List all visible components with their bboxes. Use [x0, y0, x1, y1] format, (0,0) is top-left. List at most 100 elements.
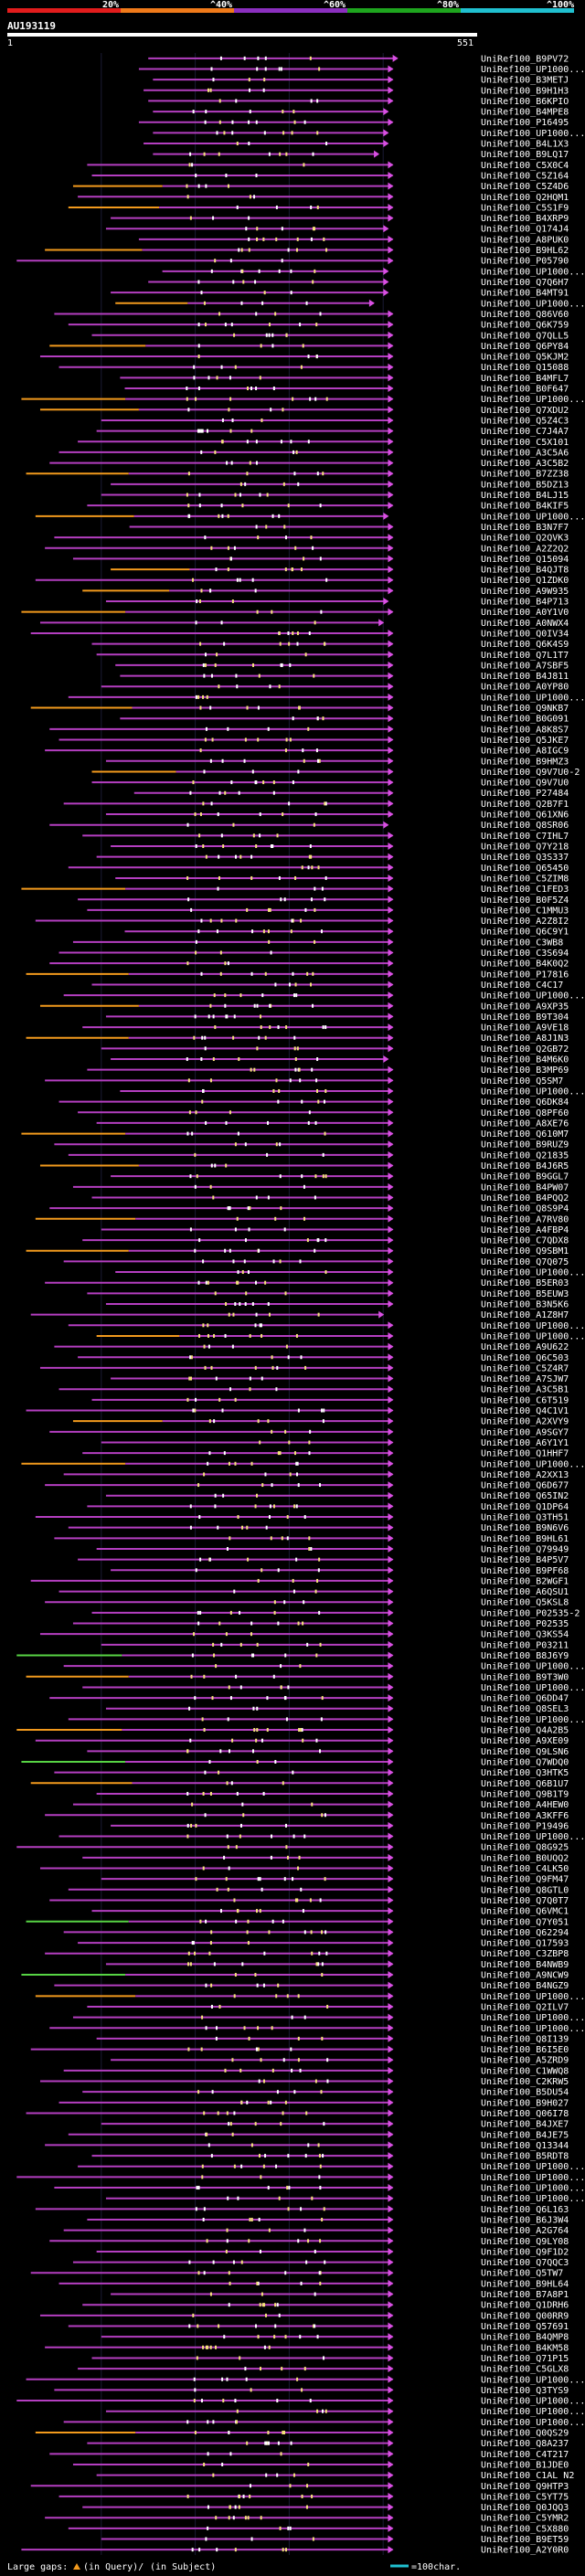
- hit-row[interactable]: UniRef100_Q6VMC1: [91, 1907, 569, 1917]
- hit-label[interactable]: UniRef100_B9HL64: [481, 2279, 569, 2289]
- hit-row[interactable]: UniRef100_Q4A2B5: [16, 1726, 569, 1736]
- hit-label[interactable]: UniRef100_Q9HTP3: [481, 2482, 569, 2492]
- hit-label[interactable]: UniRef100_Q5JKE7: [481, 736, 569, 746]
- hit-label[interactable]: UniRef100_A8PUK0: [481, 235, 569, 245]
- hit-label[interactable]: UniRef100_P27484: [481, 789, 569, 799]
- hit-label[interactable]: UniRef100_C1MMU3: [481, 906, 569, 916]
- hit-row[interactable]: UniRef100_C3WB8: [72, 938, 563, 948]
- hit-row[interactable]: UniRef100_B4KIF5: [87, 502, 569, 512]
- hit-row[interactable]: UniRef100_B9ET59: [101, 2535, 569, 2545]
- hit-row[interactable]: UniRef100_B4MPE8: [153, 108, 569, 118]
- hit-label[interactable]: UniRef100_Q7Y051: [481, 1917, 569, 1927]
- hit-label[interactable]: UniRef100_B4P713: [481, 598, 569, 608]
- hit-row[interactable]: UniRef100_A2Z2Q2: [45, 544, 569, 554]
- hit-row[interactable]: UniRef100_A6Y1Y1: [101, 1438, 569, 1448]
- hit-label[interactable]: UniRef100_A6QSU1: [481, 1587, 569, 1597]
- hit-label[interactable]: UniRef100_Q7Q0T7: [481, 1896, 569, 1906]
- hit-label[interactable]: UniRef100_A0NWX4: [481, 619, 569, 629]
- hit-row[interactable]: UniRef100_UP1000...: [153, 129, 585, 139]
- hit-label[interactable]: UniRef100_Q7WDQ0: [481, 1757, 569, 1767]
- hit-label[interactable]: UniRef100_B0G091: [481, 715, 569, 725]
- hit-label[interactable]: UniRef100_P02535: [481, 1619, 569, 1629]
- hit-row[interactable]: UniRef100_Q0IV34: [30, 629, 569, 639]
- hit-label[interactable]: UniRef100_A2Y0R0: [481, 2546, 569, 2556]
- hit-row[interactable]: UniRef100_Q57691: [68, 2322, 569, 2332]
- hit-row[interactable]: UniRef100_Q62294: [63, 1928, 569, 1938]
- hit-row[interactable]: UniRef100_A9NCW9: [21, 1971, 569, 1981]
- hit-row[interactable]: UniRef100_C7IHL7: [82, 832, 569, 842]
- hit-row[interactable]: UniRef100_Q1HHF7: [82, 1449, 569, 1459]
- hit-label[interactable]: UniRef100_Q9SBM1: [481, 1246, 569, 1256]
- hit-row[interactable]: UniRef100_B9H027: [58, 2098, 569, 2108]
- hit-label[interactable]: UniRef100_UP1000...: [481, 2397, 585, 2407]
- hit-row[interactable]: UniRef100_B4J6R5: [39, 1161, 569, 1171]
- hit-label[interactable]: UniRef100_Q06I78: [481, 2109, 569, 2119]
- hit-label[interactable]: UniRef100_B9ET59: [481, 2535, 569, 2545]
- hit-row[interactable]: UniRef100_C7QDX8: [82, 1236, 569, 1246]
- hit-row[interactable]: UniRef100_B4M6K0: [111, 1055, 569, 1065]
- hit-label[interactable]: UniRef100_P19496: [481, 1821, 569, 1831]
- hit-row[interactable]: UniRef100_A3C5A6: [58, 448, 569, 458]
- hit-row[interactable]: UniRef100_A8J1N3: [26, 1034, 569, 1044]
- hit-label[interactable]: UniRef100_Q2GB72: [481, 1044, 569, 1055]
- hit-label[interactable]: UniRef100_C5ZIM8: [481, 874, 569, 884]
- hit-label[interactable]: UniRef100_UP1000...: [481, 267, 585, 277]
- hit-label[interactable]: UniRef100_Q00RR9: [481, 2311, 569, 2321]
- hit-row[interactable]: UniRef100_C5YT75: [58, 2492, 569, 2502]
- hit-label[interactable]: UniRef100_Q3KS54: [481, 1630, 569, 1640]
- hit-row[interactable]: UniRef100_B6I5E0: [30, 2045, 569, 2055]
- hit-row[interactable]: UniRef100_A2Z8I2: [35, 917, 569, 927]
- hit-row[interactable]: UniRef100_Q8GTL0: [68, 1885, 569, 1895]
- hit-row[interactable]: UniRef100_Q86V60: [54, 310, 569, 320]
- hit-label[interactable]: UniRef100_UP1000...: [481, 1321, 585, 1331]
- hit-label[interactable]: UniRef100_C5Z4D6: [481, 182, 569, 192]
- hit-row[interactable]: UniRef100_Q3S337: [96, 853, 569, 863]
- hit-row[interactable]: UniRef100_C5GLX8: [78, 2365, 569, 2375]
- hit-row[interactable]: UniRef100_A2XX13: [63, 1470, 569, 1480]
- hit-row[interactable]: UniRef100_P27484: [133, 789, 569, 799]
- hit-label[interactable]: UniRef100_Q8I139: [481, 2034, 569, 2044]
- hit-row[interactable]: UniRef100_B5DZ13: [111, 480, 569, 490]
- hit-row[interactable]: UniRef100_B4P5V7: [78, 1555, 569, 1565]
- hit-row[interactable]: UniRef100_Q8SEL3: [105, 1704, 569, 1714]
- hit-row[interactable]: UniRef100_C5Z4D6: [72, 182, 569, 192]
- hit-row[interactable]: UniRef100_C5ZIM8: [115, 874, 569, 884]
- hit-row[interactable]: UniRef100_B3METJ: [153, 76, 569, 86]
- hit-row[interactable]: UniRef100_UP1000...: [82, 1683, 585, 1693]
- hit-row[interactable]: UniRef100_C6T519: [91, 1395, 569, 1405]
- hit-label[interactable]: UniRef100_Q6K759: [481, 321, 569, 331]
- hit-row[interactable]: UniRef100_UP1000...: [115, 299, 585, 309]
- hit-row[interactable]: UniRef100_UP1000...: [72, 2013, 585, 2023]
- hit-row[interactable]: UniRef100_C4C17: [91, 981, 564, 991]
- hit-label[interactable]: UniRef100_Q9LSN6: [481, 1747, 569, 1757]
- hit-label[interactable]: UniRef100_B5EUW3: [481, 1289, 569, 1299]
- hit-label[interactable]: UniRef100_Q1HHF7: [481, 1449, 569, 1459]
- hit-row[interactable]: UniRef100_Q3HTK5: [54, 1768, 569, 1778]
- hit-label[interactable]: UniRef100_B6I5E0: [481, 2045, 569, 2055]
- hit-row[interactable]: UniRef100_A5ZRD9: [111, 2056, 569, 2066]
- hit-label[interactable]: UniRef100_UP1000...: [481, 2013, 585, 2023]
- hit-row[interactable]: UniRef100_Q7Y051: [26, 1917, 569, 1927]
- hit-label[interactable]: UniRef100_Q17593: [481, 1939, 569, 1949]
- hit-row[interactable]: UniRef100_UP1000...: [68, 693, 585, 703]
- hit-row[interactable]: UniRef100_A0YP80: [101, 683, 569, 693]
- hit-label[interactable]: UniRef100_A2XVY9: [481, 1417, 569, 1427]
- hit-row[interactable]: UniRef100_C5X0C4: [87, 161, 569, 171]
- hit-label[interactable]: UniRef100_Q13344: [481, 2141, 569, 2151]
- hit-label[interactable]: UniRef100_Q5SM7: [481, 1076, 563, 1087]
- hit-row[interactable]: UniRef100_C1WWQ8: [63, 2066, 569, 2076]
- hit-label[interactable]: UniRef100_Q8G925: [481, 1843, 569, 1853]
- hit-row[interactable]: UniRef100_UP1000...: [105, 2407, 585, 2417]
- hit-label[interactable]: UniRef100_UP1000...: [481, 512, 585, 522]
- hit-row[interactable]: UniRef100_B9H1H3: [144, 86, 569, 96]
- hit-label[interactable]: UniRef100_C1FED3: [481, 885, 569, 895]
- hit-row[interactable]: UniRef100_Q8I139: [96, 2034, 569, 2044]
- hit-label[interactable]: UniRef100_UP1000...: [481, 1331, 585, 1341]
- hit-label[interactable]: UniRef100_B6KPIO: [481, 97, 569, 107]
- hit-label[interactable]: UniRef100_B3MP69: [481, 1065, 569, 1076]
- hit-row[interactable]: UniRef100_Q6K4S9: [91, 640, 569, 650]
- hit-label[interactable]: UniRef100_Q0JQQ3: [481, 2503, 569, 2513]
- hit-label[interactable]: UniRef100_Q79949: [481, 1544, 569, 1554]
- hit-row[interactable]: UniRef100_A2G764: [63, 2226, 569, 2236]
- hit-label[interactable]: UniRef100_B9LQ17: [481, 150, 569, 160]
